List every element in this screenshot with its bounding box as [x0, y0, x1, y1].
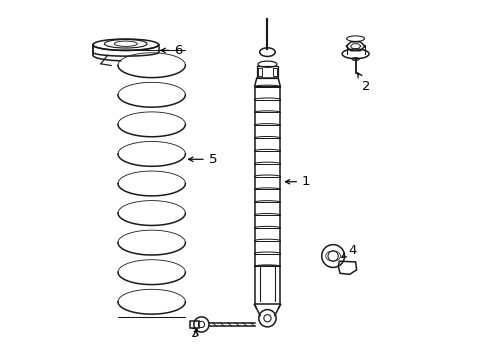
- Text: 4: 4: [342, 244, 356, 257]
- Text: 6: 6: [161, 44, 183, 57]
- Text: 2: 2: [358, 73, 370, 93]
- Text: 3: 3: [192, 327, 200, 340]
- Text: 1: 1: [285, 175, 311, 188]
- Text: 5: 5: [189, 153, 217, 166]
